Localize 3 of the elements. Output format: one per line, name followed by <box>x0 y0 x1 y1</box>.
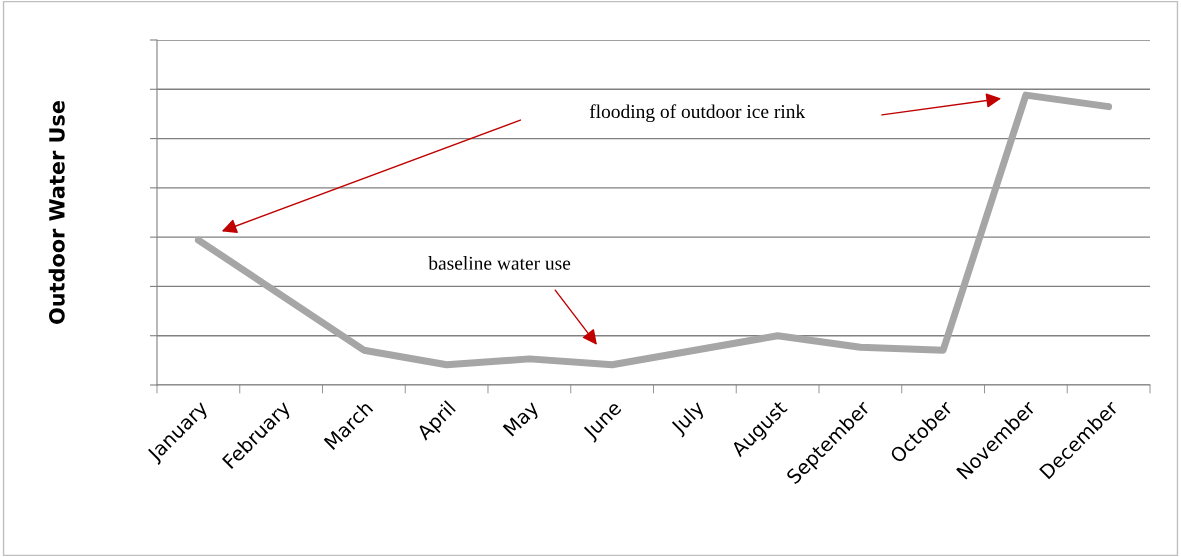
annotation: baseline water use <box>428 256 571 270</box>
y-axis-title: Outdoor Water Use <box>48 101 65 324</box>
annotation: flooding of outdoor ice rink <box>589 104 806 123</box>
